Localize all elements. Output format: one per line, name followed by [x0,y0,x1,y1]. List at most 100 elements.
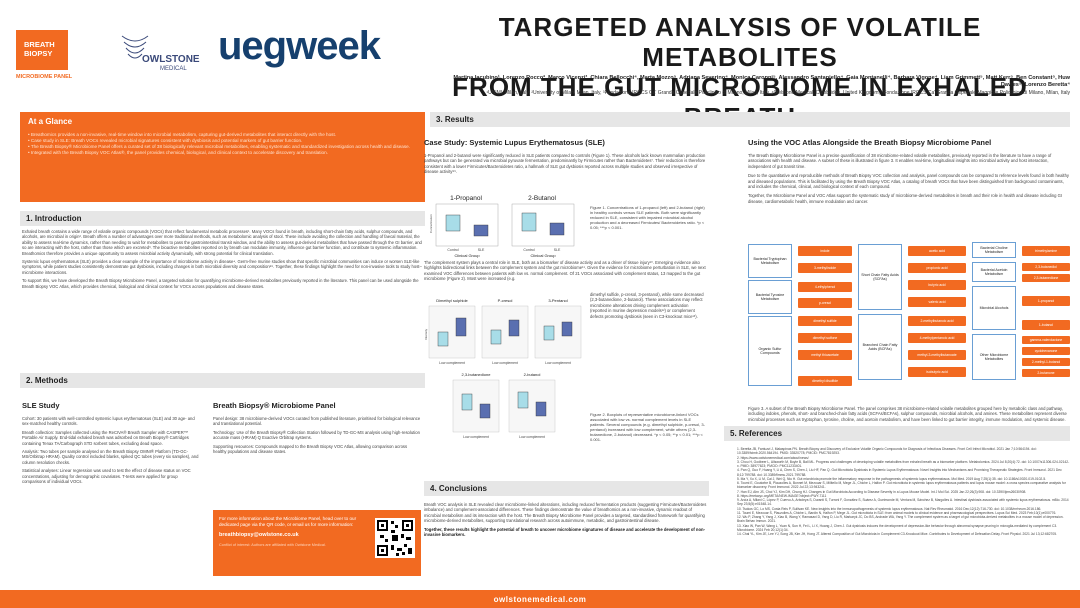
figure-3-caption: Figure 3. A subset of the Breath Biopsy … [748,406,1067,422]
list-item: 4-ethylphenol [798,282,852,292]
list-item: • The Breath Biopsy® Microbiome Panel of… [28,144,410,149]
fig2-ylabel: Intensity [424,328,428,340]
figure-1: 1-Propanol 2-Butanol Concentration Contr… [424,193,584,259]
fig2-title-2butanol: 2-butanol [524,372,541,377]
list-item: 6. Toumi E, Goutorbe B, Plauzolles A, Bo… [737,481,1066,490]
list-item: dimethyl sulfide [798,316,852,326]
fig1-cat-sle-b: SLE [554,248,561,252]
footer-bar: owlstonemedical.com [0,590,1080,608]
breath-biopsy-logo: BREATH BIOPSY [16,30,68,70]
list-item: butyric acid [908,280,966,290]
category-scfa: Short Chain Fatty Acids (SCFAs) [858,244,902,310]
intro-body: Exhaled breath contains a wide range of … [22,229,422,289]
list-item: 12. Wu P, Zhang Y, Yang J, Xiao B, Wang … [737,515,1064,524]
list-item: 2-methyl-1-butanol [1022,358,1070,366]
fig2-xlabel-3: Low complement [545,361,571,365]
list-item: 10. Tsokos GC, Lo MS, Costa Reis P, Sull… [737,506,1042,511]
category-tyrosine: Bacterial Tyrosine Metabolism [748,280,792,314]
at-a-glance-panel: At a Glance • Breathomics provides a non… [20,112,425,202]
category-acetoin: Bacterial Acetoin Metabolism [972,262,1016,282]
fig2-title-3pentanol: 3-Pentanol [548,298,567,303]
references-heading: 5. References [724,426,1070,441]
list-item: 4. Pan Q, Guo F, Huang Y, Li A, Chen S, … [737,468,1062,477]
list-item: 13. Xiao W, Pan W, Wang L, Yuan N, Sun H… [737,523,1058,532]
conclusions-body: Breath VOC analysis in SLE revealed clea… [424,502,707,538]
list-item: 9. Arcía A, Milani C, López P, Cuervo A,… [737,498,1069,507]
list-item: • Breathomics provides a non-invasive, r… [28,132,337,137]
list-item: valeric acid [908,297,966,307]
fig2-xlabel-1: Low complement [439,361,465,365]
list-item: 1-propanol [1022,296,1070,306]
ueg-week-logo: uegweek [218,24,381,68]
fig1-xlabel-b: Clinical Group [530,253,556,258]
header: BREATH BIOPSY MICROBIOME PANEL OWLSTONE … [0,0,1080,132]
list-item: 3. Chou H, Godbeer L, Allsworth M, Boyle… [737,459,1070,468]
microbiome-panel-logo-text: MICROBIOME PANEL [16,74,73,80]
list-item: dimethyl sulfone [798,333,852,343]
qr-code-icon[interactable] [375,518,415,558]
fig1-title-1-propanol: 1-Propanol [450,195,482,202]
list-item: p-cresol [798,298,852,308]
list-item: methyl-3-methylbutanoate [908,350,966,360]
category-bcfa: Branched Chain Fatty Acids (BCFAs) [858,314,902,380]
microbiome-panel-heading: Breath Biopsy® Microbiome Panel [213,401,336,410]
results-heading: 3. Results [430,112,1070,127]
list-item: 2,3-butanedione [1022,274,1070,282]
fig1-title-2-butanol: 2-Butanol [528,195,556,202]
methods-heading: 2. Methods [20,373,425,388]
affiliations: ¹UNIMI, Milan, Italy, ²University of Mil… [486,90,1070,96]
list-item: 1-butanol [1022,320,1070,330]
list-item: 2-butanone [1022,369,1070,377]
references-list: 1. Beretta JB, Fantuzzi J, Malaspinas PN… [737,447,1070,581]
conclusions-heading: 4. Conclusions [424,481,709,496]
list-item: 4-methylpentanoic acid [908,333,966,343]
list-item: • Integrated with the Breath Biopsy VOC … [28,150,328,155]
category-choline: Bacterial Choline Metabolism [972,242,1016,258]
fig2-xlabel-5: Low complement [519,435,545,439]
figure-1-caption: Figure 1. Concentrations of 1-propanol (… [590,205,705,231]
category-sulfur: Organic Sulfur Compounds [748,316,792,386]
category-alcohols: Microbial Alcohols [972,286,1016,330]
conflict-of-interest: Conflict of interest: Authors are affili… [219,543,326,547]
list-item: 14. Chai YL, Kim JE, Lee YJ, Song JB, Ki… [737,532,1057,536]
fig1-cat-control-a: Control [447,248,459,252]
contact-email-link[interactable]: breathbiopsy@owlstone.co.uk [219,532,299,538]
list-item: propionic acid [908,263,966,273]
list-item: 2-methylbutanoic acid [908,316,966,326]
list-item: 2,3-butanediol [1022,263,1070,271]
list-item: 2. https://www.owlstonemedical.com/about… [737,455,809,460]
category-other: Other Microbiome Metabolites [972,334,1016,380]
figure-2: Dimethyl sulphide P-cresol 3-Pentanol 2,… [424,296,586,474]
fig1-xlabel-a: Clinical Group [454,253,480,258]
list-item: 1. Beretta JB, Fantuzzi J, Malaspinas PN… [737,447,1037,456]
list-item: 3-methylindole [798,263,852,273]
list-item: acetic acid [908,246,966,256]
fig1-ylabel: Concentration [429,214,433,233]
intro-heading: 1. Introduction [20,211,425,226]
list-item: 7. Han EJ, Ahn JS, Choi YJ, Kim DH, Chun… [737,489,1027,494]
fig2-title-dms: Dimethyl sulphide [436,298,468,303]
atlas-heading: Using the VOC Atlas Alongside the Breath… [748,138,992,147]
list-item: 5. Ma Y, Xu X, Li M, Cai J, Wei Q, Niu H… [737,476,1047,481]
owlstone-logo: OWLSTONE MEDICAL [118,30,206,84]
list-item: isobutyric acid [908,367,966,377]
contact-box: For more information about the Microbiom… [213,510,421,576]
microbiome-panel-body: Panel design: 38 microbiome-derived VOCs… [213,416,421,455]
list-item: dimethyl disulfide [798,376,852,386]
authors: Martina Iacubino¹, Lorenzo Rocco², Marco… [453,75,1070,88]
fig2-xlabel-4: Low complement [463,435,489,439]
sle-study-heading: SLE Study [22,401,60,410]
glance-heading: At a Glance [28,117,73,126]
case-study-p2b: dimethyl sulfide, p-cresol, 3-pentanol),… [590,292,704,319]
list-item: gamma-valerolactone [1022,336,1070,344]
list-item: methyl thioacetate [798,350,852,360]
list-item: trimethylamine [1022,246,1070,256]
list-item: • Case study in SLE: Breath VOCs reveale… [28,138,303,143]
owl-icon [121,35,149,59]
fig1-cat-sle-a: SLE [478,248,485,252]
fig2-title-butanedione: 2,3-butanedione [462,372,492,377]
fig1-cat-control-b: Control [523,248,535,252]
footer-url-link[interactable]: owlstonemedical.com [493,594,587,604]
case-study-p2a: The complement system plays a central ro… [424,260,706,282]
list-item: 11. Toumi E, Mezouar S, Plauzolles A, Ch… [737,510,1057,515]
